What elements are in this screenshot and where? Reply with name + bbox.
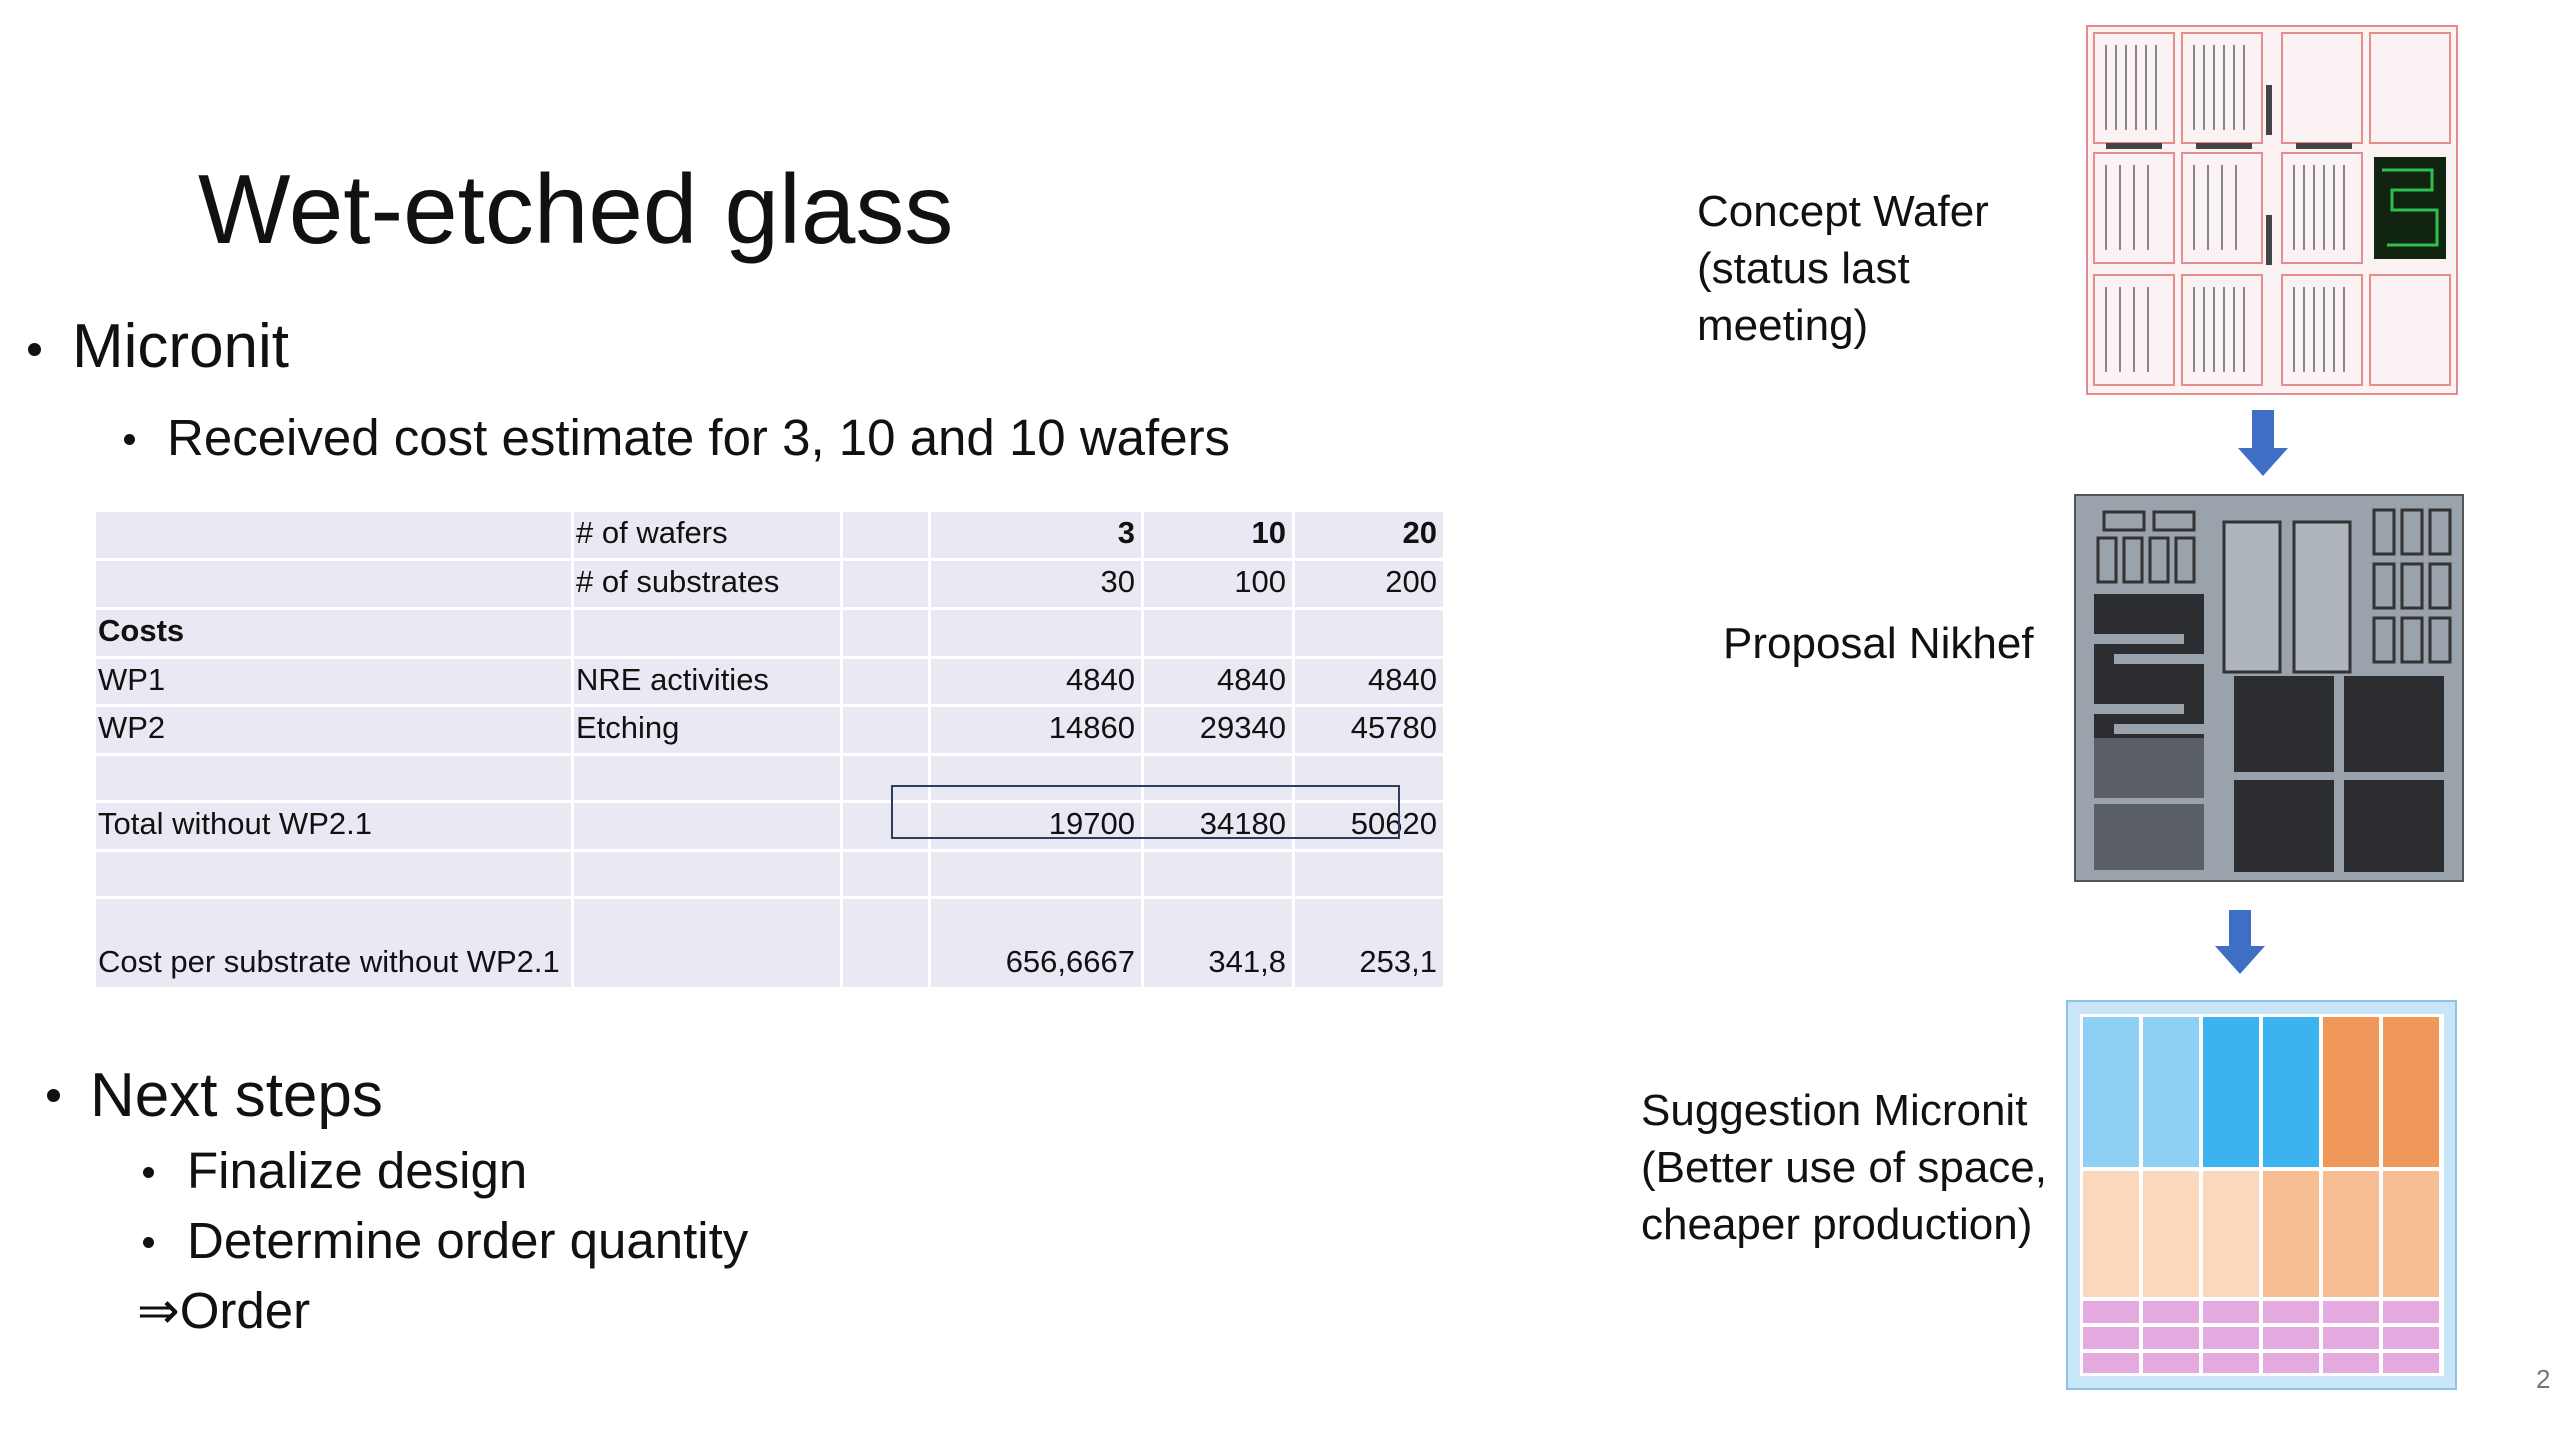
table-cell <box>840 655 931 708</box>
table-cell: 4840 <box>928 655 1144 708</box>
bullet <box>28 343 41 356</box>
table-row: Total without WP2.1 19700 34180 50620 <box>93 800 1446 853</box>
table-row <box>93 849 1446 900</box>
bullet <box>47 1089 60 1102</box>
table-cell: 50620 <box>1292 800 1446 853</box>
table-cell: # of substrates <box>571 557 843 610</box>
table-cell: 341,8 <box>1141 896 1295 991</box>
table-cell <box>571 753 843 804</box>
table-cell <box>840 800 931 853</box>
table-cell <box>1141 753 1295 804</box>
arrow <box>2215 910 2265 974</box>
table-cell: WP2 <box>93 704 574 757</box>
table-cell: Cost per substrate without WP2.1 <box>93 896 574 991</box>
table-cell <box>1292 849 1446 900</box>
table-cell <box>93 753 574 804</box>
table-cell <box>93 849 574 900</box>
table-cell: Total without WP2.1 <box>93 800 574 853</box>
table-row: # of wafers 3 10 20 <box>93 509 1446 561</box>
table-cell <box>840 896 931 991</box>
figure-caption: (status last <box>1697 244 1910 293</box>
sub-bullet-text: Received cost estimate for 3, 10 and 10 … <box>167 409 1231 466</box>
table-cell <box>840 509 931 561</box>
table-cell <box>93 557 574 610</box>
table-cell: 19700 <box>928 800 1144 853</box>
table-cell <box>928 606 1144 659</box>
table-cell: # of wafers <box>571 509 843 561</box>
table-cell <box>928 849 1144 900</box>
table-cell <box>571 606 843 659</box>
table-cell <box>1292 753 1446 804</box>
sub-bullet-text: Finalize design <box>187 1142 528 1199</box>
table-cell <box>928 753 1144 804</box>
table-cell: 14860 <box>928 704 1144 757</box>
conclusion-text: ⇒Order <box>137 1282 311 1339</box>
figure-caption: Proposal Nikhef <box>1723 619 2034 668</box>
page-number: 2 <box>2536 1364 2551 1394</box>
table-cell: NRE activities <box>571 655 843 708</box>
bullet <box>143 1167 154 1178</box>
figure-caption: meeting) <box>1697 301 1869 350</box>
table-cell: 656,6667 <box>928 896 1144 991</box>
table-cell <box>571 896 843 991</box>
table-cell <box>840 704 931 757</box>
table-cell <box>840 753 931 804</box>
table-row: Cost per substrate without WP2.1 656,6667… <box>93 896 1446 991</box>
table-cell: 45780 <box>1292 704 1446 757</box>
proposal-nikhef-image <box>2074 494 2464 882</box>
table-cell: 20 <box>1292 509 1446 561</box>
table-cell: 10 <box>1141 509 1295 561</box>
figure-caption: (Better use of space, <box>1641 1143 2047 1192</box>
table-cell <box>840 849 931 900</box>
table-cell <box>1141 849 1295 900</box>
table-cell: Costs <box>93 606 574 659</box>
table-cell: 253,1 <box>1292 896 1446 991</box>
table-cell <box>571 800 843 853</box>
figure-caption: Suggestion Micronit <box>1641 1086 2028 1135</box>
table-cell <box>1141 606 1295 659</box>
table-row: WP1 NRE activities 4840 4840 4840 <box>93 655 1446 708</box>
suggestion-micronit-image <box>2066 1000 2457 1390</box>
table-cell <box>840 557 931 610</box>
table-cell: 29340 <box>1141 704 1295 757</box>
bullet <box>143 1237 154 1248</box>
table-cell <box>93 509 574 561</box>
table-cell: 34180 <box>1141 800 1295 853</box>
total-highlight-box <box>891 785 1400 839</box>
table-cell: 30 <box>928 557 1144 610</box>
table-cell: 4840 <box>1292 655 1446 708</box>
table-cell <box>571 849 843 900</box>
figure-caption: Concept Wafer <box>1697 187 1989 236</box>
cost-table: # of wafers 3 10 20 # of substrates 30 100 200 C… <box>93 509 1446 991</box>
table-cell: 4840 <box>1141 655 1295 708</box>
bullet <box>124 434 135 445</box>
table-cell: Etching <box>571 704 843 757</box>
table-cell: 3 <box>928 509 1144 561</box>
table-cell: 100 <box>1141 557 1295 610</box>
table-row: WP2 Etching 14860 29340 45780 <box>93 704 1446 757</box>
table-cell <box>1292 606 1446 659</box>
table-row <box>93 753 1446 804</box>
bullet-text: Micronit <box>72 312 290 381</box>
table-cell <box>840 606 931 659</box>
arrow <box>2238 410 2288 476</box>
table-row: # of substrates 30 100 200 <box>93 557 1446 610</box>
figure-caption: cheaper production) <box>1641 1200 2033 1249</box>
concept-wafer-image <box>2086 25 2458 395</box>
table-row: Costs <box>93 606 1446 659</box>
bullet-text: Next steps <box>90 1061 383 1130</box>
table-cell: WP1 <box>93 655 574 708</box>
table-cell: 200 <box>1292 557 1446 610</box>
sub-bullet-text: Determine order quantity <box>187 1212 749 1269</box>
slide-title: Wet-etched glass <box>198 154 954 264</box>
